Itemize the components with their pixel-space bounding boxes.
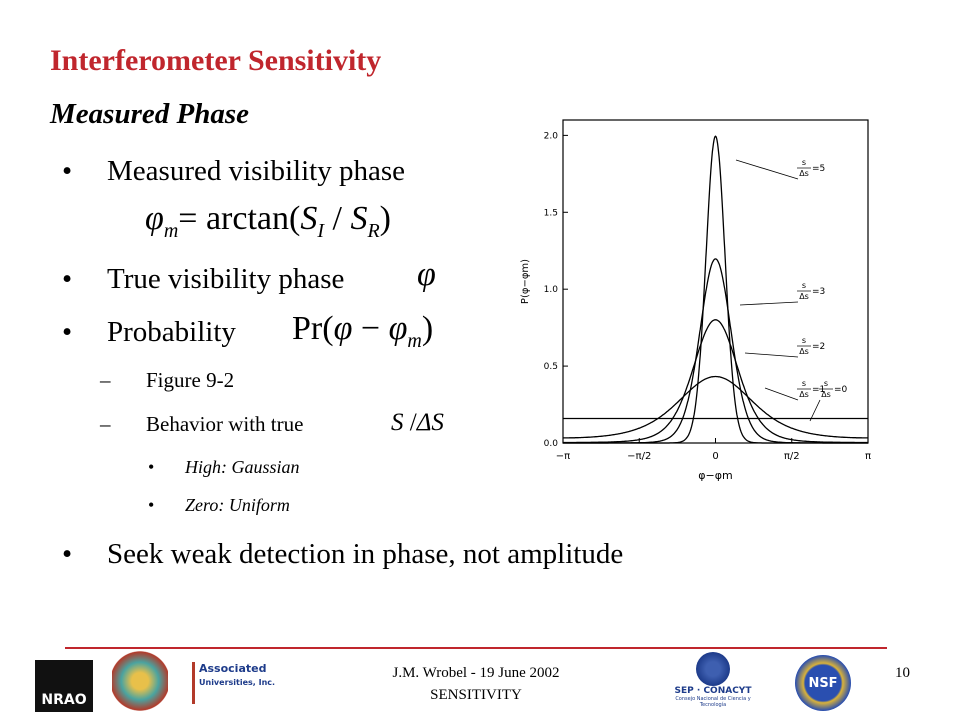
logo-text: SEP · CONACYT — [674, 686, 752, 696]
nm-logo — [112, 650, 168, 712]
math: / — [323, 200, 351, 237]
title: Interferometer Sensitivity — [50, 44, 382, 77]
math: S — [391, 409, 404, 436]
math: ΔS — [416, 409, 444, 436]
math: S — [350, 200, 368, 237]
label-num: s — [802, 379, 806, 388]
bullet: • — [62, 155, 73, 187]
math: = arctan( — [178, 200, 301, 237]
x-tick-label: π/2 — [784, 451, 800, 462]
label-num: s — [802, 158, 806, 167]
footer-text: SENSITIVITY — [430, 687, 522, 703]
dash: – — [100, 368, 111, 392]
math: R — [367, 219, 380, 242]
conacyt-logo: SEP · CONACYT Consejo Nacional de Cienci… — [668, 652, 758, 716]
logo-globe — [696, 652, 730, 686]
logo-text: Consejo Nacional de Ciencia y Tecnología — [675, 696, 751, 708]
sub-bullet-text: Behavior with true — [146, 412, 304, 436]
label-value: =1 — [812, 385, 825, 395]
math: I — [317, 219, 324, 242]
nrao-logo: NRAO — [35, 660, 93, 712]
logo-text: NRAO — [41, 692, 87, 708]
math: Pr(φ − φm) — [292, 312, 433, 351]
x-axis-label: φ−φm — [698, 469, 732, 482]
footer-rule — [65, 647, 887, 649]
label-num: s — [802, 336, 806, 345]
label-value: =5 — [812, 164, 825, 174]
bullet: • — [62, 263, 73, 295]
curve-label: s Δs =1 — [797, 379, 825, 399]
label-den: Δs — [799, 169, 809, 178]
dash: – — [100, 412, 111, 436]
label-den: Δs — [799, 292, 809, 301]
label-num: s — [802, 281, 806, 290]
curve — [563, 375, 868, 439]
label-value: =2 — [812, 342, 825, 352]
bullet-text: Seek weak detection in phase, not amplit… — [107, 538, 624, 570]
math: ) — [421, 310, 434, 347]
sub-sub-bullet-text: Zero: Uniform — [185, 495, 290, 515]
logo-text: Associated — [199, 662, 267, 675]
y-tick-label: 0.0 — [544, 439, 559, 449]
math: φ — [417, 258, 436, 292]
y-tick-label: 2.0 — [544, 131, 559, 141]
label-value: =3 — [812, 287, 825, 297]
y-tick-label: 1.0 — [544, 285, 559, 295]
x-tick-label: −π/2 — [627, 451, 651, 462]
formula: φm= arctan(SI / SR) — [145, 202, 391, 241]
math: S /ΔS — [391, 410, 444, 435]
math: φ — [417, 256, 436, 293]
y-axis-label: P(φ−φm) — [520, 259, 531, 304]
curve — [563, 258, 868, 444]
math: ) — [379, 200, 391, 237]
math: m — [407, 329, 422, 352]
x-tick-label: 0 — [712, 451, 718, 462]
leader — [739, 301, 799, 306]
leader — [744, 352, 799, 358]
aui-logo: Associated Universities, Inc. — [192, 662, 293, 704]
math: / — [403, 409, 417, 436]
bullet-text: Measured visibility phase — [107, 155, 406, 187]
leader — [764, 387, 799, 401]
curve-label: s Δs =5 — [797, 158, 825, 178]
figure: −π −π/2 0 π/2 π 0.0 0.5 1.0 1.5 2.0 φ−φm P(φ−φm) s Δs… — [520, 119, 871, 482]
math: − — [352, 310, 389, 347]
y-tick-label: 1.5 — [544, 208, 558, 218]
math: φ — [333, 310, 353, 347]
nsf-logo: NSF — [795, 655, 851, 711]
math: φ — [145, 200, 164, 237]
bullet: • — [148, 457, 155, 477]
leader — [809, 399, 821, 422]
bullet: • — [148, 495, 155, 515]
curve-label: s Δs =3 — [797, 281, 825, 301]
bullet-text: True visibility phase — [107, 263, 345, 295]
bullet: • — [62, 538, 73, 570]
x-tick-label: π — [865, 451, 871, 462]
leader — [735, 159, 799, 180]
logo-text: Universities, Inc. — [199, 678, 276, 687]
math: Pr( — [292, 310, 334, 347]
label-den: Δs — [821, 390, 831, 399]
bullet-text: Probability — [107, 316, 236, 348]
curve-label: s Δs =2 — [797, 336, 825, 356]
math: S — [300, 200, 318, 237]
curve — [563, 319, 868, 444]
subtitle: Measured Phase — [50, 98, 249, 130]
logo-text: NSF — [808, 675, 838, 691]
footer-text: J.M. Wrobel - 19 June 2002 — [392, 665, 560, 681]
sub-sub-bullet-text: High: Gaussian — [185, 457, 300, 477]
y-tick-label: 0.5 — [544, 362, 558, 372]
x-tick-label: −π — [556, 451, 570, 462]
math: m — [163, 219, 179, 242]
label-den: Δs — [799, 347, 809, 356]
bullet: • — [62, 316, 73, 348]
curve-label: s Δs =0 — [819, 379, 848, 399]
sub-bullet-text: Figure 9-2 — [146, 368, 235, 392]
label-num: s — [824, 379, 828, 388]
label-value: =0 — [834, 385, 848, 395]
math: φ — [388, 310, 408, 347]
label-den: Δs — [799, 390, 809, 399]
page-number: 10 — [895, 665, 910, 681]
